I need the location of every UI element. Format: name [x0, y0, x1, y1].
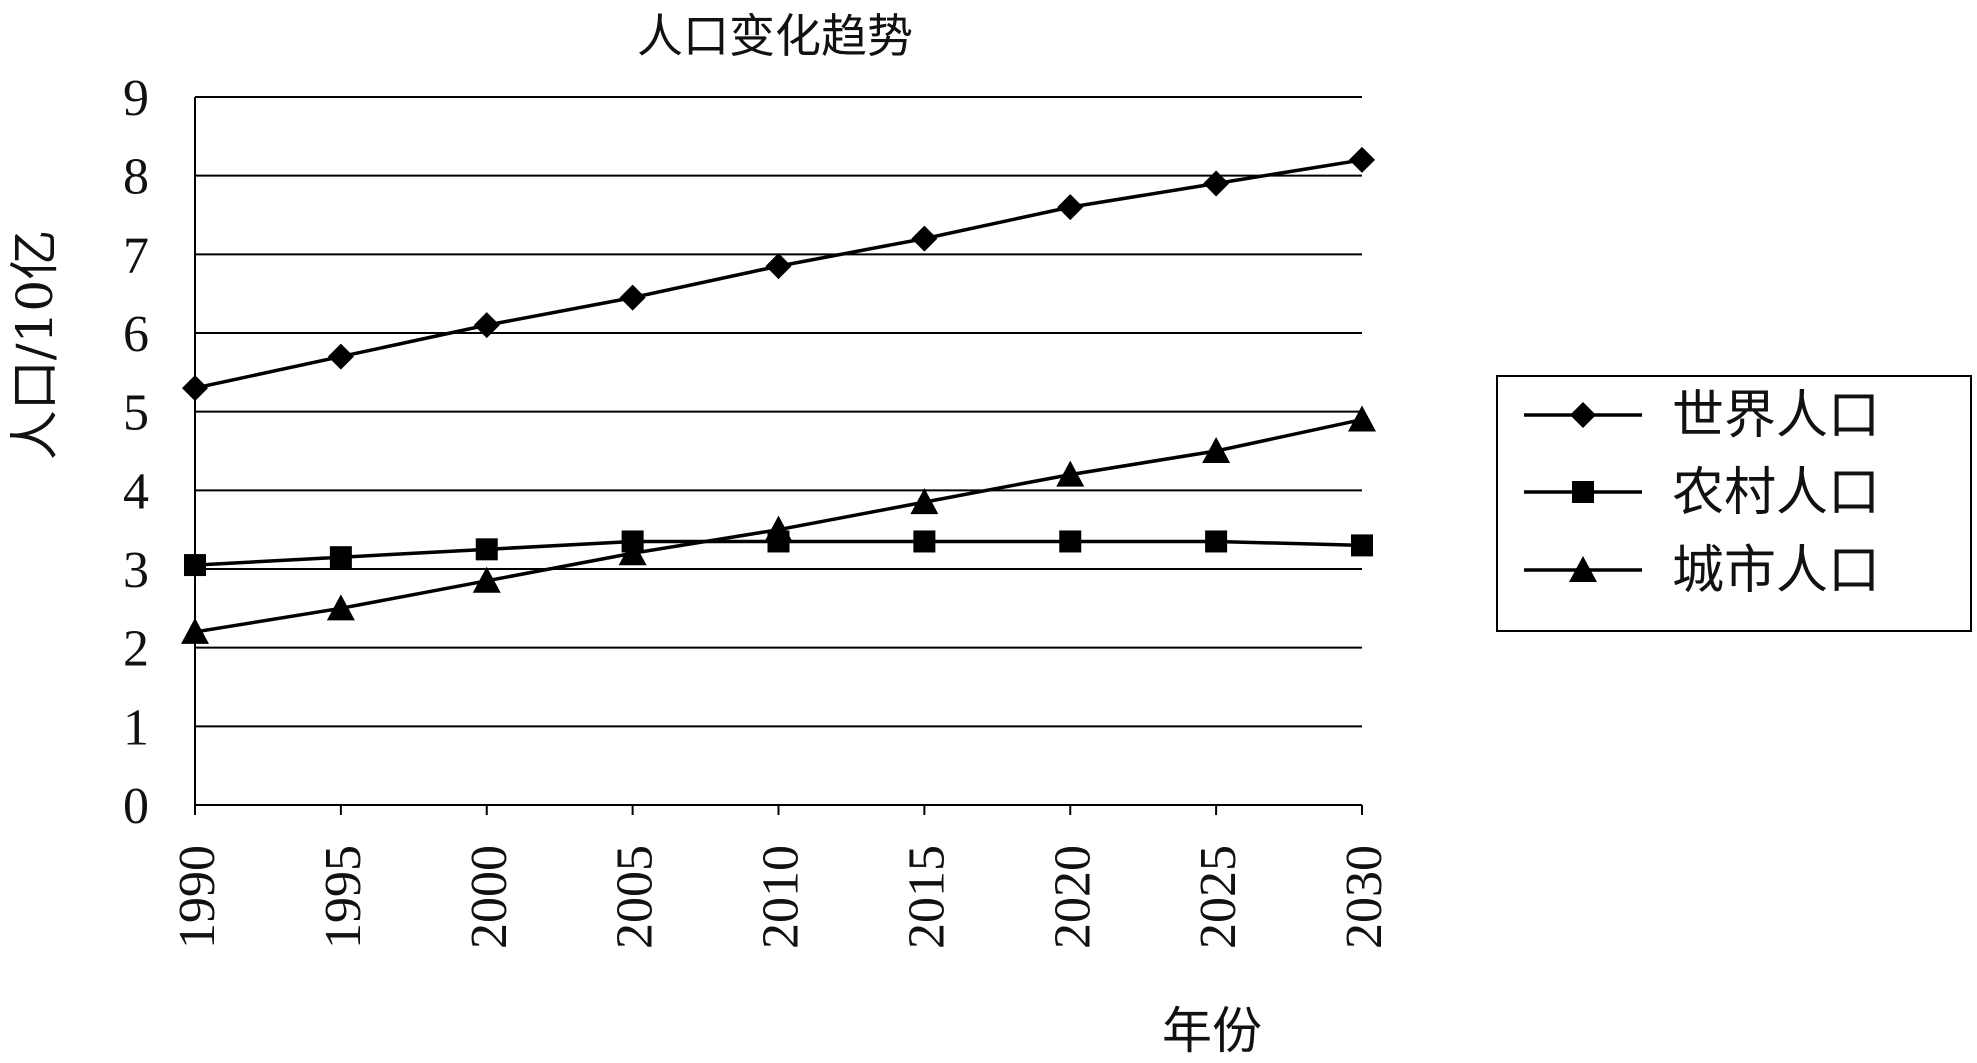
- x-tick-label-2020: 2020: [1044, 845, 1101, 949]
- legend-marker-1: [1572, 481, 1594, 503]
- legend-label-2: 城市人口: [1672, 541, 1880, 601]
- y-tick-label-9: 9: [123, 70, 149, 127]
- series-2: [181, 405, 1376, 644]
- y-axis-label: 人口/10亿: [6, 230, 64, 460]
- y-tick-label-0: 0: [123, 778, 149, 835]
- x-tick-label-2025: 2025: [1190, 845, 1247, 949]
- series-1-point-1990: [184, 554, 206, 577]
- series-2-point-2010: [764, 515, 793, 542]
- series-2-point-2020: [1056, 460, 1085, 487]
- x-tick-label-2005: 2005: [607, 845, 664, 949]
- series-0-point-2005: [619, 284, 646, 311]
- series-2-point-2000: [472, 566, 501, 593]
- series-2-point-2030: [1348, 405, 1376, 432]
- x-axis-label: 年份: [1162, 1002, 1262, 1060]
- series-1-point-2025: [1205, 530, 1228, 553]
- x-tick-label-2010: 2010: [753, 845, 810, 949]
- legend-label-0: 世界人口: [1672, 386, 1880, 446]
- y-tick-label-3: 3: [123, 542, 149, 599]
- y-tick-labels: 0 1 2 3 4 5 6 7 8 9: [123, 70, 149, 835]
- y-tick-label-6: 6: [123, 306, 149, 363]
- x-tick-label-2000: 2000: [461, 845, 518, 949]
- y-tick-label-7: 7: [123, 227, 149, 284]
- series-layer: [181, 146, 1376, 644]
- legend-marker-0: [1570, 402, 1596, 428]
- series-1-point-1995: [329, 546, 352, 569]
- series-0-point-1995: [327, 343, 354, 370]
- series-0-point-2015: [911, 225, 938, 252]
- x-tick-label-2030: 2030: [1336, 845, 1393, 949]
- y-tick-label-2: 2: [123, 621, 149, 678]
- x-tick-label-2015: 2015: [898, 845, 955, 949]
- series-2-point-1995: [326, 594, 355, 621]
- series-2-point-2005: [618, 539, 647, 566]
- y-tick-label-4: 4: [123, 463, 149, 520]
- series-0-point-2025: [1203, 170, 1230, 197]
- axes: [194, 97, 1363, 815]
- series-0-point-2020: [1057, 194, 1084, 221]
- series-1-point-2015: [913, 530, 936, 553]
- legend-marker-2: [1569, 556, 1597, 582]
- y-tick-label-8: 8: [123, 149, 149, 206]
- series-0-point-2030: [1349, 146, 1375, 173]
- series-0: [182, 146, 1375, 402]
- legend-label-1: 农村人口: [1672, 463, 1880, 523]
- series-0-point-2010: [765, 253, 792, 280]
- series-0-point-1990: [182, 375, 208, 402]
- grid-lines: [195, 96, 1362, 728]
- y-tick-label-1: 1: [123, 699, 149, 756]
- chart-title: 人口变化趋势: [637, 9, 913, 63]
- series-0-point-2000: [473, 312, 500, 339]
- series-2-point-2025: [1202, 437, 1231, 463]
- x-tick-label-1990: 1990: [169, 845, 226, 949]
- series-2-point-1990: [181, 617, 209, 644]
- y-tick-label-5: 5: [123, 385, 149, 442]
- x-tick-labels: 1990 1995 2000 2005 2010 2015 2020 2025 2030: [169, 845, 1393, 949]
- series-1-point-2020: [1059, 530, 1082, 553]
- x-tick-label-1995: 1995: [315, 845, 372, 949]
- series-2-point-2015: [910, 488, 939, 515]
- series-1-point-2000: [475, 538, 498, 561]
- series-1-point-2030: [1351, 534, 1373, 557]
